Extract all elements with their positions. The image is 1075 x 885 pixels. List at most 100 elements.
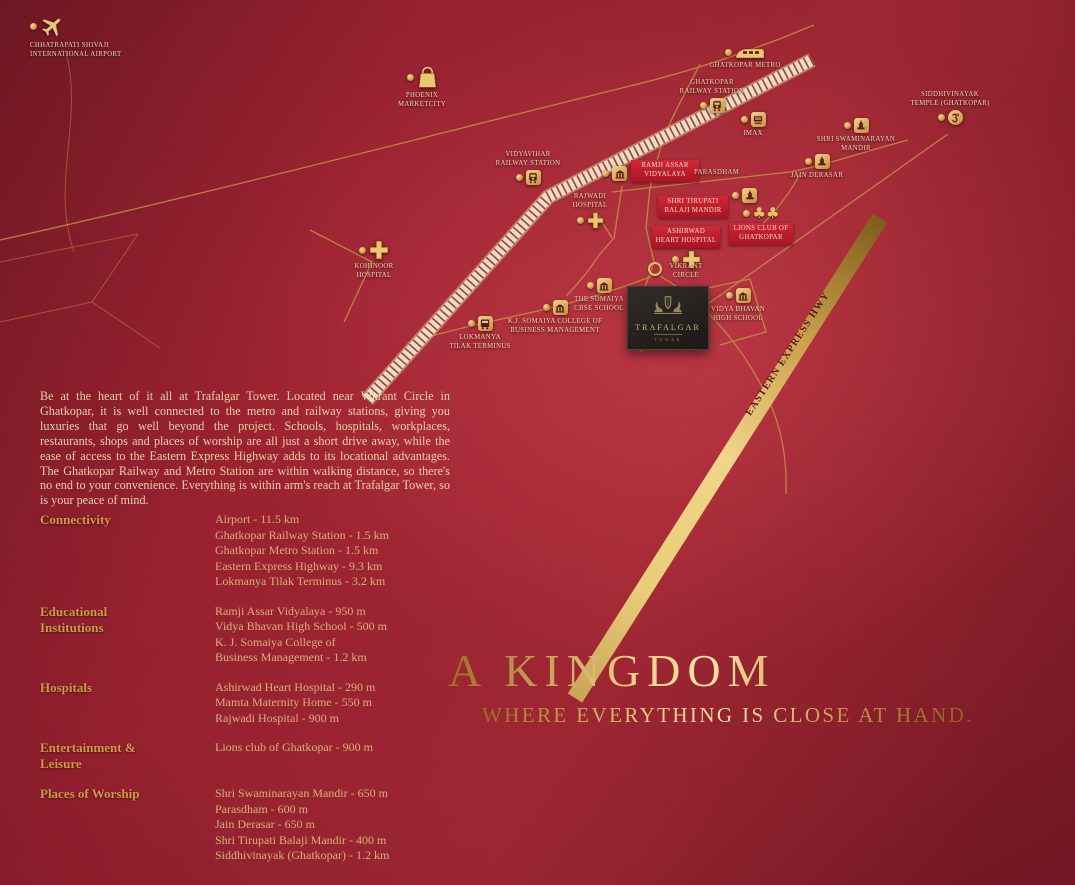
- distance-item: Siddhivinayak (Ghatkopar) - 1.2 km: [215, 848, 390, 862]
- cinema-screen-icon: [750, 112, 766, 127]
- location-dot: [804, 158, 812, 165]
- section-items: Airport - 11.5 km Ghatkopar Railway Stat…: [215, 512, 389, 590]
- distance-item: Business Management - 1.2 km: [215, 650, 367, 664]
- landmark-phoenix-marketcity: PHOENIX MARKETCITY: [386, 66, 458, 109]
- landmark-rajwadi-hospital: RAJWADI HOSPITAL: [560, 192, 620, 229]
- school-icon: [735, 288, 751, 303]
- location-dot: [725, 292, 733, 299]
- location-dot: [725, 49, 732, 56]
- temple-icon: [853, 118, 869, 133]
- section-items: Shri Swaminarayan Mandir - 650 m Parasdh…: [215, 786, 389, 864]
- temple-icon: [814, 154, 830, 169]
- landmark-kj-somaiya-college: K.J. SOMAIYA COLLEGE OF BUSINESS MANAGEM…: [496, 300, 614, 335]
- landmark-label: IMAX: [743, 130, 763, 137]
- landmark-label: VIDYAVIHAR RAILWAY STATION: [495, 151, 561, 168]
- landmark-label: GHATKOPAR METRO: [709, 62, 781, 69]
- section-title: Educational Institutions: [40, 603, 108, 635]
- landmark-label: THE SOMAIYA CBSE SCHOOL: [574, 296, 624, 313]
- landmark-tirupati-balaji-mandir: SHRI TIRUPATI BALAJI MANDIR: [658, 188, 757, 218]
- location-dot: [586, 282, 594, 289]
- project-name: TRAFALGAR: [635, 322, 701, 332]
- location-dot: [671, 255, 679, 263]
- landmark-swaminarayan-mandir: SHRI SWAMINARAYAN MANDIR: [806, 118, 906, 153]
- airplane-icon: [40, 14, 65, 39]
- landmark-label: SIDDHIVINAYAK TEMPLE (GHATKOPAR): [910, 91, 990, 108]
- school-icon: [596, 278, 612, 293]
- location-dot: [740, 116, 748, 123]
- location-dot: [576, 217, 584, 225]
- bus-icon: [477, 316, 493, 331]
- location-dot: [515, 174, 523, 182]
- section-title: Places of Worship: [40, 786, 140, 801]
- distance-item: Shri Tirupati Balaji Mandir - 400 m: [215, 832, 387, 847]
- location-dot: [732, 192, 739, 199]
- section-title: Entertainment & Leisure: [40, 740, 136, 771]
- section-connectivity: Connectivity Airport - 11.5 km Ghatkopar…: [40, 512, 480, 590]
- landmark-label: PARASDHAM: [694, 169, 740, 176]
- landmark-vidyavihar-station: VIDYAVIHAR RAILWAY STATION: [482, 150, 574, 186]
- location-dot: [359, 246, 366, 254]
- landmark-parasdham: PARASDHAM: [694, 168, 739, 177]
- hospital-cross-icon: [369, 240, 389, 260]
- location-dot: [467, 320, 475, 327]
- hospital-cross-icon: [587, 212, 604, 229]
- distance-item: Ghatkopar Railway Station - 1.5 km: [215, 527, 389, 542]
- landmark-kohinoor-hospital: KOHINOOR HOSPITAL: [342, 240, 406, 280]
- landmark-label: VIDYA BHAVAN HIGH SCHOOL: [711, 306, 765, 323]
- landmark-label: CHHATRAPATI SHIVAJI INTERNATIONAL AIRPOR…: [30, 42, 122, 59]
- headline-line1: A KINGDOM: [448, 645, 974, 697]
- distance-item: Ghatkopar Metro Station - 1.5 km: [215, 543, 379, 557]
- railway-train-icon: [709, 98, 725, 114]
- college-icon: [552, 300, 568, 315]
- landmark-label-banner: RAMJI ASSAR VIDYALAYA: [631, 160, 699, 182]
- landmark-label: SHRI SWAMINARAYAN MANDIR: [816, 136, 896, 153]
- roads-layer-faint: [0, 51, 161, 349]
- landmark-label-banner: SHRI TIRUPATI BALAJI MANDIR: [658, 196, 728, 218]
- landmark-airport: CHHATRAPATI SHIVAJI INTERNATIONAL AIRPOR…: [30, 14, 126, 59]
- distance-item: Eastern Express Highway - 9.3 km: [215, 558, 383, 573]
- circle-icon: [648, 262, 662, 276]
- landmark-label: JAIN DERASAR: [790, 172, 844, 179]
- section-items: Lions club of Ghatkopar - 900 m: [215, 740, 373, 756]
- section-items: Ashirwad Heart Hospital - 290 m Mamta Ma…: [215, 680, 375, 727]
- distance-item: Lions club of Ghatkopar - 900 m: [215, 740, 373, 754]
- section-educational: Educational Institutions Ramji Assar Vid…: [40, 604, 480, 666]
- metro-train-icon: [735, 46, 765, 59]
- crest-icon: [647, 295, 689, 321]
- distance-item: Mamta Maternity Home - 550 m: [215, 695, 372, 709]
- section-items: Ramji Assar Vidyalaya - 950 m Vidya Bhav…: [215, 604, 387, 666]
- distance-item: Lokmanya Tilak Terminus - 3.2 km: [215, 574, 386, 588]
- distance-item: Airport - 11.5 km: [215, 512, 300, 526]
- landmark-lokmanya-tilak-terminus: LOKMANYA TILAK TERMINUS: [434, 316, 526, 351]
- landmark-label: KOHINOOR HOSPITAL: [354, 263, 394, 280]
- distance-item: Parasdham - 600 m: [215, 801, 308, 816]
- landmark-ashirwad-heart-hospital: ASHIRWAD HEART HOSPITAL: [648, 226, 724, 269]
- landmark-label-banner: LIONS CLUB OF GHATKOPAR: [729, 223, 793, 245]
- location-dot: [602, 170, 609, 177]
- distance-item: K. J. Somaiya College of: [215, 634, 336, 649]
- location-dot: [843, 122, 851, 129]
- club-icon: ♣♣: [752, 204, 780, 222]
- landmark-ramji-assar-vidyalaya: RAMJI ASSAR VIDYALAYA: [602, 160, 699, 182]
- distance-item: Vidya Bhavan High School - 500 m: [215, 619, 387, 633]
- railway-train-icon: [525, 170, 541, 186]
- location-dot: [699, 102, 707, 110]
- section-hospitals: Hospitals Ashirwad Heart Hospital - 290 …: [40, 680, 480, 727]
- distance-item: Ramji Assar Vidyalaya - 950 m: [215, 603, 366, 618]
- landmark-label: GHATKOPAR RAILWAY STATION: [679, 79, 745, 96]
- section-worship: Places of Worship Shri Swaminarayan Mand…: [40, 786, 480, 864]
- landmark-jain-derasar: JAIN DERASAR: [778, 154, 856, 180]
- location-dot: [542, 304, 550, 311]
- landmark-siddhivinayak-temple: SIDDHIVINAYAK TEMPLE (GHATKOPAR): [902, 90, 998, 126]
- distance-item: Jain Derasar - 650 m: [215, 817, 315, 831]
- school-icon: [612, 166, 627, 181]
- intro-paragraph: Be at the heart of it all at Trafalgar T…: [40, 389, 450, 508]
- distance-item: Shri Swaminarayan Mandir - 650 m: [215, 786, 388, 800]
- distance-item: Ashirwad Heart Hospital - 290 m: [215, 679, 376, 694]
- landmark-label: PHOENIX MARKETCITY: [397, 92, 447, 109]
- distances-list: Connectivity Airport - 11.5 km Ghatkopar…: [40, 512, 480, 864]
- headline-line2: WHERE EVERYTHING IS CLOSE AT HAND.: [482, 702, 974, 727]
- location-dot: [937, 114, 945, 122]
- landmark-label: RAJWADI HOSPITAL: [572, 193, 608, 210]
- trafalgar-tower-marker: TRAFALGAR TOWER: [627, 286, 709, 350]
